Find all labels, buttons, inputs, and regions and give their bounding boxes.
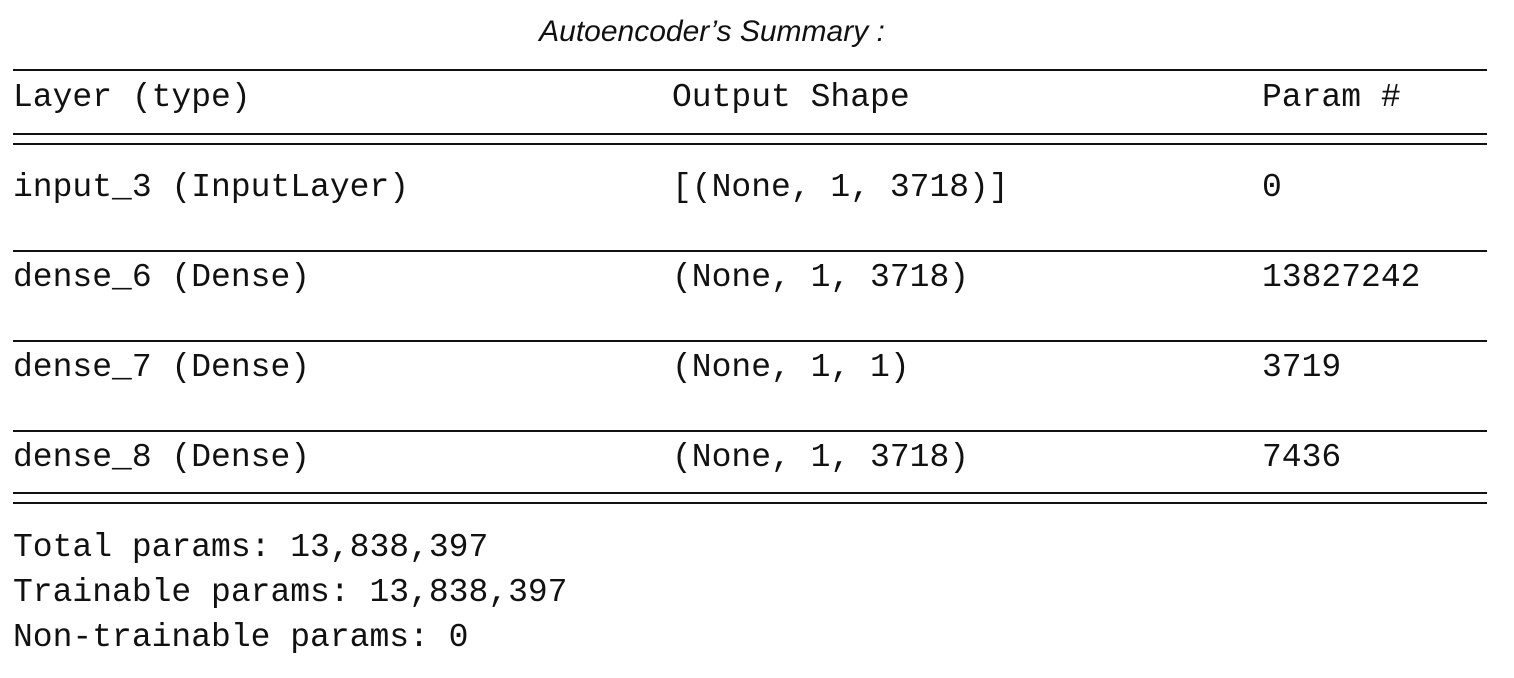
top-rule [13, 69, 1487, 71]
header-double-rule [13, 133, 1487, 145]
row-param-count: 3719 [1262, 349, 1342, 386]
header-param-count: Param # [1262, 79, 1401, 116]
row-output-shape: (None, 1, 1) [672, 349, 910, 386]
row-layer-name: input_3 (InputLayer) [13, 169, 410, 206]
row-param-count: 13827242 [1262, 259, 1421, 296]
row-output-shape: (None, 1, 3718) [672, 259, 970, 296]
summary-title: Autoencoder’s Summary : [539, 15, 885, 48]
trainable-params: Trainable params: 13,838,397 [13, 574, 568, 611]
row-param-count: 0 [1262, 169, 1282, 206]
row-param-count: 7436 [1262, 439, 1342, 476]
row-separator [13, 430, 1487, 432]
header-layer-type: Layer (type) [13, 79, 251, 116]
footer-double-rule [13, 492, 1487, 504]
row-separator [13, 340, 1487, 342]
non-trainable-params: Non-trainable params: 0 [13, 619, 469, 656]
row-output-shape: [(None, 1, 3718)] [672, 169, 1009, 206]
row-layer-name: dense_6 (Dense) [13, 259, 311, 296]
row-layer-name: dense_8 (Dense) [13, 439, 311, 476]
row-layer-name: dense_7 (Dense) [13, 349, 311, 386]
header-output-shape: Output Shape [672, 79, 910, 116]
total-params: Total params: 13,838,397 [13, 529, 489, 566]
row-output-shape: (None, 1, 3718) [672, 439, 970, 476]
row-separator [13, 250, 1487, 252]
